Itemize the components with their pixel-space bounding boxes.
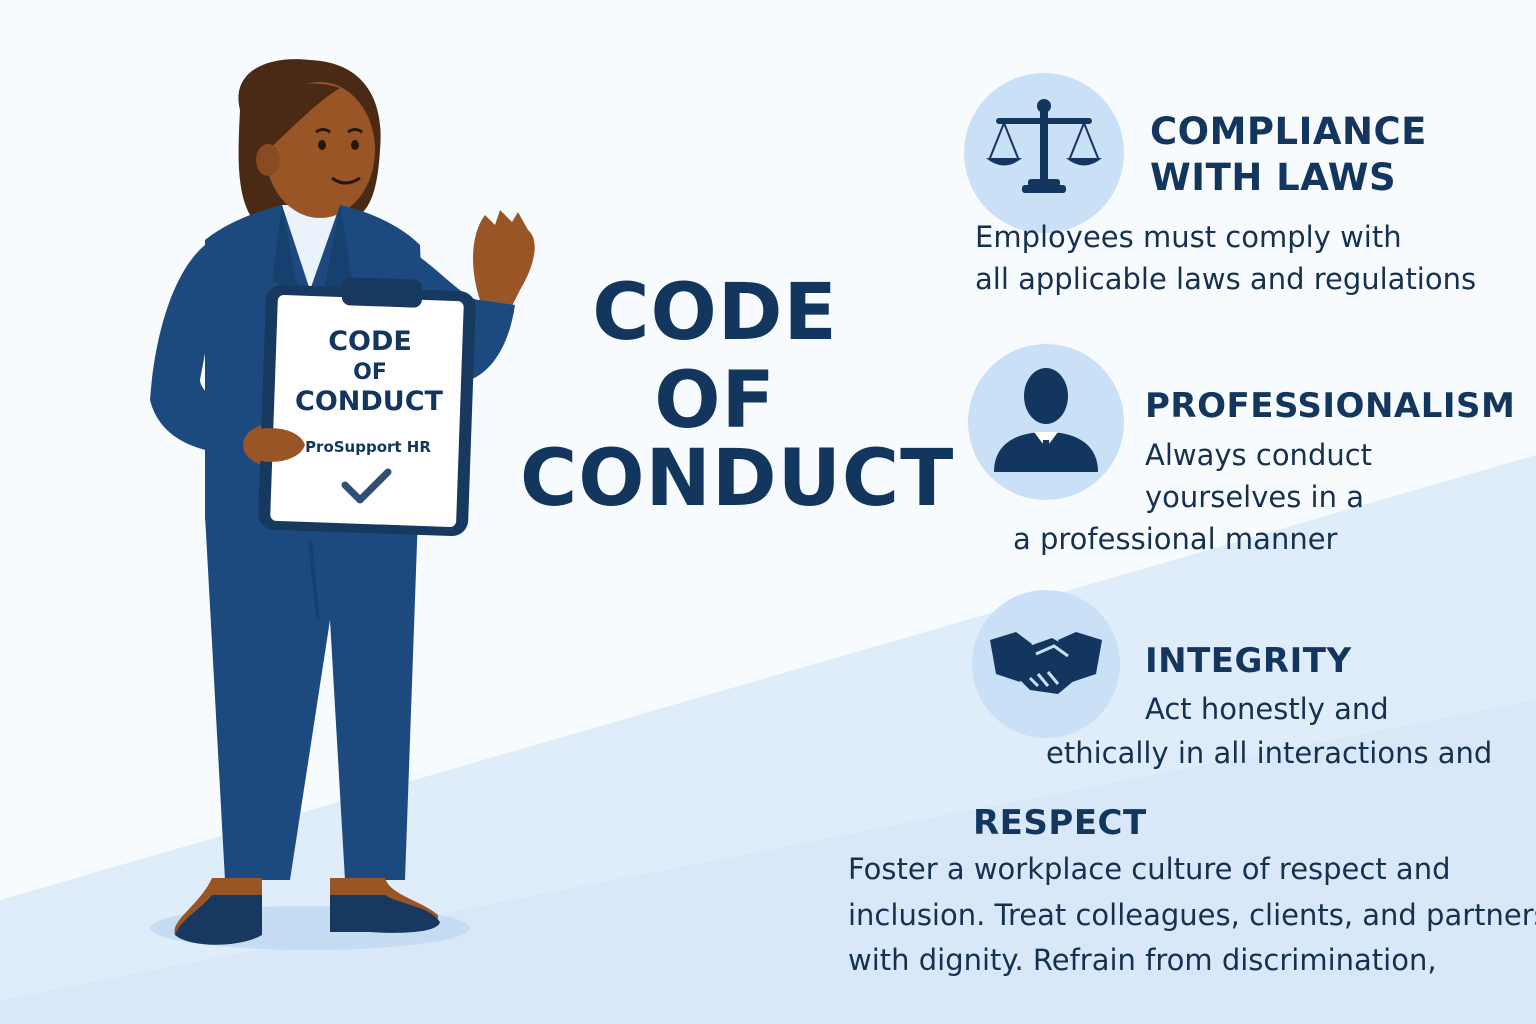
clipboard-company: ProSupport HR <box>305 438 431 456</box>
respect-body-line-1: Foster a workplace culture of respect an… <box>848 852 1451 886</box>
compliance-body-line-2: all applicable laws and regulations <box>975 262 1477 296</box>
person-icon <box>994 368 1098 472</box>
integrity-body-line-1: Act honestly and <box>1145 692 1389 726</box>
compliance-icon-circle <box>964 73 1124 233</box>
professionalism-heading: PROFESSIONALISM <box>1145 386 1516 426</box>
scales-icon <box>986 99 1102 193</box>
integrity-body-line-2: ethically in all interactions and <box>1046 736 1493 770</box>
checkmark-icon <box>341 468 392 504</box>
professionalism-icon-circle <box>968 344 1124 500</box>
compliance-heading-line-2: WITH LAWS <box>1150 156 1397 199</box>
respect-body-line-2: inclusion. Treat colleagues, clients, an… <box>848 898 1536 932</box>
professionalism-body-line-3: a professional manner <box>1013 522 1338 556</box>
respect-heading: RESPECT <box>973 803 1147 843</box>
clipboard-title-line-1: CODE <box>328 326 412 357</box>
hr-person-illustration <box>150 59 535 950</box>
compliance-heading-line-1: COMPLIANCE <box>1150 110 1427 153</box>
clipboard-title-line-2: OF <box>353 360 387 385</box>
integrity-heading: INTEGRITY <box>1145 641 1352 681</box>
integrity-icon-circle <box>972 590 1120 738</box>
clipboard-title-line-3: CONDUCT <box>295 386 443 417</box>
main-title-line-3: CONDUCT <box>520 434 955 524</box>
main-title-line-1: CODE <box>592 268 838 358</box>
professionalism-body-line-2: yourselves in a <box>1145 480 1364 514</box>
compliance-body-line-1: Employees must comply with <box>975 220 1402 254</box>
main-title-line-2: OF <box>654 356 776 446</box>
handshake-icon <box>990 632 1102 694</box>
professionalism-body-line-1: Always conduct <box>1145 438 1373 472</box>
respect-body-line-3: with dignity. Refrain from discriminatio… <box>848 943 1437 977</box>
